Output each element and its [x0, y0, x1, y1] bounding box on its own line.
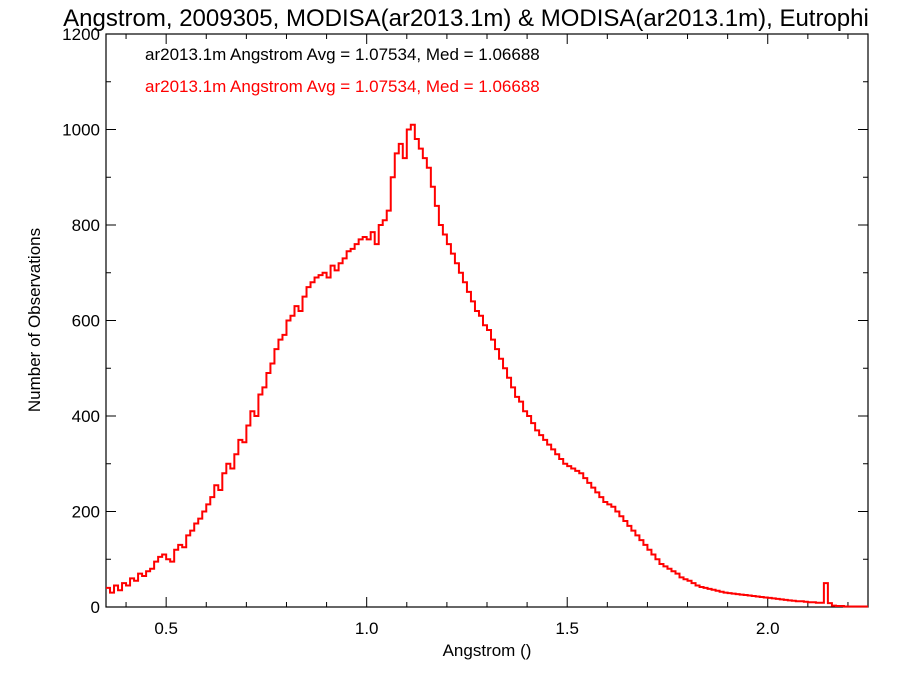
y-tick-label: 400: [72, 407, 100, 426]
y-tick-label: 1000: [62, 121, 100, 140]
y-tick-label: 1200: [62, 25, 100, 44]
y-tick-label: 200: [72, 503, 100, 522]
chart-title: Angstrom, 2009305, MODISA(ar2013.1m) & M…: [63, 5, 869, 32]
x-tick-label: 1.5: [555, 619, 579, 638]
series-line: [106, 123, 868, 608]
y-tick-label: 600: [72, 312, 100, 331]
stats-annotation-black: ar2013.1m Angstrom Avg = 1.07534, Med = …: [145, 45, 540, 64]
x-axis-label: Angstrom (): [443, 641, 532, 660]
y-axis-ticks: 0 200 400 600 800 1000 1200: [62, 25, 868, 617]
y-tick-label: 800: [72, 216, 100, 235]
series-group: [106, 123, 868, 608]
stats-annotation-red: ar2013.1m Angstrom Avg = 1.07534, Med = …: [145, 77, 540, 96]
x-axis-ticks: 0.5 1.0 1.5 2.0: [125, 34, 849, 638]
x-tick-label: 2.0: [756, 619, 780, 638]
plot-frame: [105, 33, 869, 608]
y-tick-label: 0: [91, 598, 100, 617]
x-tick-label: 0.5: [154, 619, 178, 638]
x-tick-label: 1.0: [355, 619, 379, 638]
y-axis-label: Number of Observations: [25, 228, 44, 412]
